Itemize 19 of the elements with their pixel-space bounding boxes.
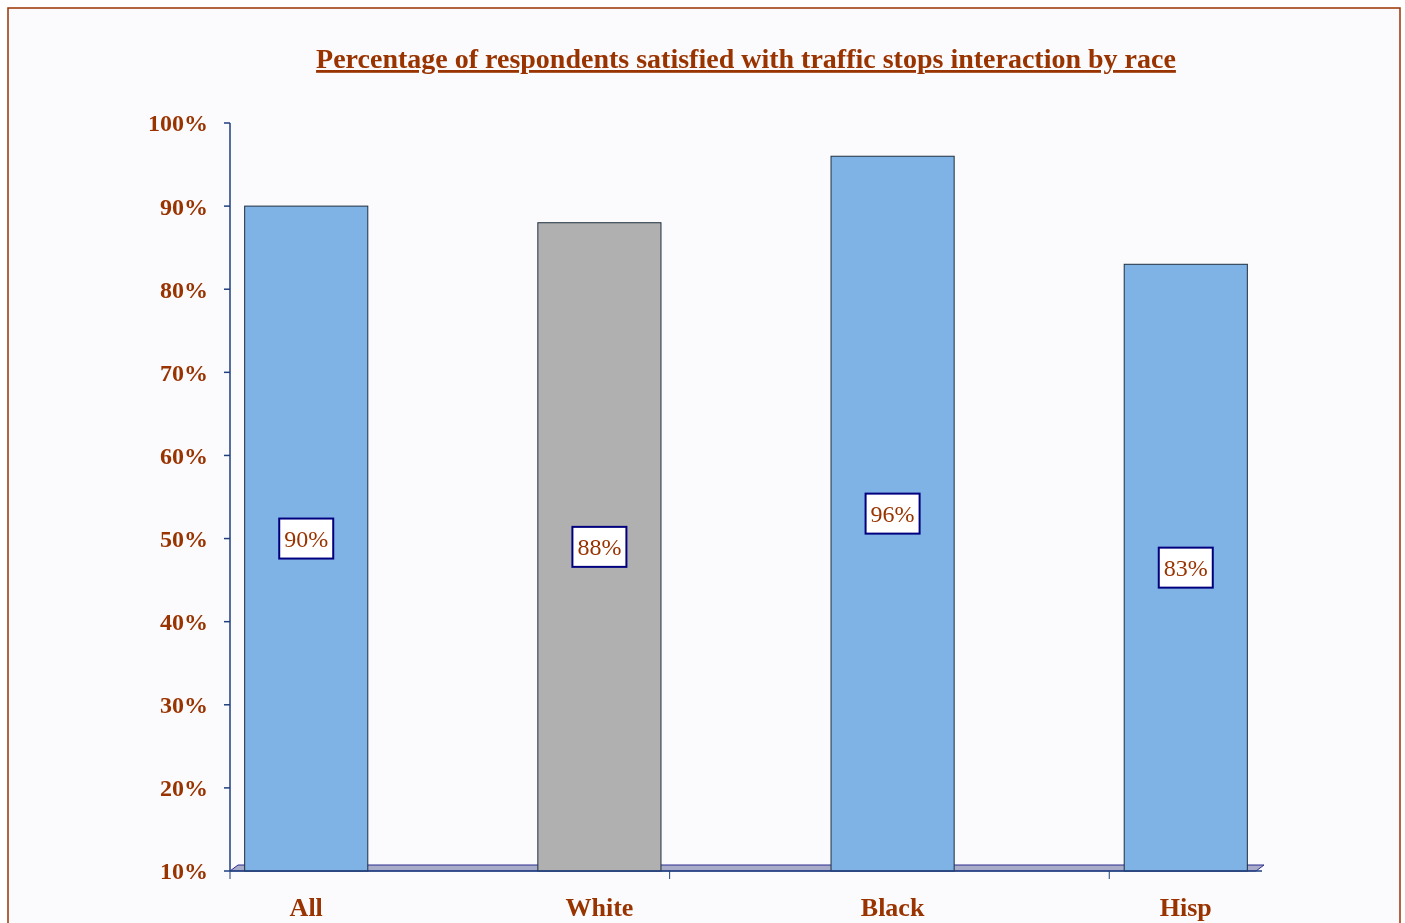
- data-label: 88%: [577, 534, 622, 561]
- data-label: 96%: [870, 501, 915, 528]
- y-tick-label: 80%: [160, 276, 208, 303]
- y-tick-label: 30%: [160, 692, 208, 719]
- y-tick-label: 50%: [160, 525, 208, 552]
- y-tick-label: 90%: [160, 193, 208, 220]
- data-label: 83%: [1163, 555, 1208, 582]
- y-tick-label: 70%: [160, 359, 208, 386]
- y-tick-label: 60%: [160, 442, 208, 469]
- y-tick-label: 20%: [160, 775, 208, 802]
- x-tick-label: Hisp: [1159, 893, 1212, 922]
- x-tick-label: White: [565, 893, 634, 922]
- y-tick-label: 100%: [148, 110, 208, 137]
- data-label: 90%: [284, 525, 329, 552]
- x-tick-label: All: [289, 893, 323, 922]
- chart-title: Percentage of respondents satisfied with traffic stops interaction by race: [316, 43, 1176, 74]
- x-tick-label: Black: [860, 893, 925, 922]
- y-tick-label: 40%: [160, 609, 208, 636]
- y-tick-label: 10%: [160, 858, 208, 885]
